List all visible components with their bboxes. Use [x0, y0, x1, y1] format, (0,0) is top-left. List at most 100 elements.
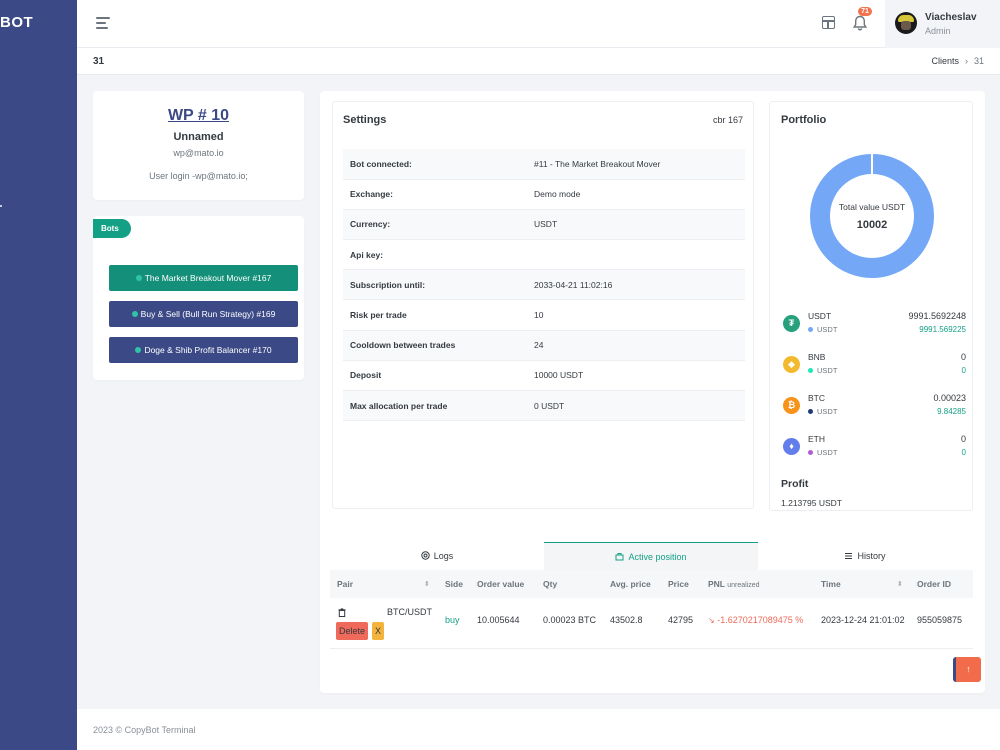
tab-logs[interactable]: Logs [330, 542, 544, 570]
status-dot-icon [131, 311, 138, 317]
close-position-button[interactable]: X [372, 622, 385, 640]
coin-row-eth: ♦ ETH USDT 0 0 [780, 434, 966, 470]
position-icon [615, 553, 624, 561]
positions-table-header: Pair ⬍ Side Order value Qty Avg. price P… [330, 570, 973, 598]
coin-symbol: ETH [808, 434, 825, 444]
bell-icon[interactable] [853, 15, 867, 31]
settings-row: Exchange: Demo mode [343, 179, 745, 210]
breadcrumb-current: 31 [973, 56, 984, 66]
col-order-value: Order value [477, 579, 525, 589]
profit-label: Profit [781, 478, 809, 490]
coin-symbol: BNB [808, 352, 826, 362]
wp-link[interactable]: WP # 10 [167, 107, 230, 124]
status-dot-icon [135, 347, 142, 353]
bots-card: Bots The Market Breakout Mover #167 Buy … [93, 216, 304, 380]
setting-key: Max allocation per trade [343, 390, 527, 422]
settings-cbr: cbr 167 [712, 115, 743, 125]
settings-row: Subscription until: 2033-04-21 11:02:16 [343, 269, 745, 301]
bitcoin-icon: ₿ [783, 397, 800, 414]
setting-key: Bot connected: [343, 149, 527, 180]
profile-name: Unnamed [173, 131, 224, 143]
col-pair[interactable]: Pair [337, 579, 354, 589]
settings-row: Deposit 10000 USDT [343, 360, 745, 392]
footer: 2023 © CopyBot Terminal [77, 709, 1000, 750]
sidebar-marker [0, 205, 2, 207]
setting-key: Deposit [343, 360, 527, 392]
settings-row: Max allocation per trade 0 USDT [343, 390, 745, 422]
col-qty: Qty [543, 579, 558, 589]
position-tabs: Logs Active position History [330, 542, 973, 570]
coin-row-usdt: ₮ USDT USDT 9991.5692248 9991.569225 [780, 311, 966, 347]
bot-button-170[interactable]: Doge & Shib Profit Balancer #170 [109, 337, 298, 363]
footer-copyright: 2023 © CopyBot Terminal [93, 725, 196, 735]
col-pnl-label: PNL [708, 579, 725, 589]
profile-email: wp@mato.io [173, 148, 224, 158]
breadcrumb-clients[interactable]: Clients [931, 56, 959, 66]
portfolio-panel: Portfolio Total value USDT 10002 ₮ USDT … [769, 101, 973, 511]
chevron-right-icon: › [964, 56, 968, 66]
settings-row: Risk per trade 10 [343, 299, 745, 331]
coin-quote-label: USDT [817, 407, 838, 416]
setting-key: Currency: [343, 209, 527, 241]
bot-label: The Market Breakout Mover #167 [144, 273, 272, 283]
brand-logo[interactable]: BOT [0, 14, 34, 31]
coin-symbol: USDT [808, 311, 832, 321]
dot-icon [808, 327, 813, 332]
portfolio-title: Portfolio [781, 114, 827, 126]
pnl-value: ↘ -1.6270217089475 % [708, 615, 803, 625]
pnl-percent: -1.6270217089475 % [717, 615, 804, 625]
setting-value: #11 - The Market Breakout Mover [527, 149, 745, 180]
setting-value: 0 USDT [527, 390, 745, 422]
coin-quote-label: USDT [817, 325, 838, 334]
price-value: 42795 [668, 615, 694, 625]
trash-icon[interactable] [338, 608, 346, 617]
sort-icon[interactable]: ⬍ [897, 581, 903, 588]
coin-usd-value: 0 [961, 448, 966, 457]
tab-label: Active position [628, 552, 687, 562]
coin-quote: USDT [808, 407, 837, 416]
bot-button-169[interactable]: Buy & Sell (Bull Run Strategy) #169 [109, 301, 298, 327]
settings-row: Api key: [343, 239, 745, 271]
setting-value: 10000 USDT [527, 360, 745, 392]
top-bar: 71 Viacheslav Admin [77, 0, 1000, 48]
tab-active-position[interactable]: Active position [544, 542, 758, 570]
col-avg-price: Avg. price [610, 579, 651, 589]
col-pnl: PNL unrealized [708, 579, 760, 589]
tab-history[interactable]: History [758, 542, 972, 570]
layout-icon[interactable] [822, 16, 835, 29]
menu-toggle-icon[interactable] [96, 17, 110, 29]
user-role: Admin [925, 26, 951, 36]
bot-button-167[interactable]: The Market Breakout Mover #167 [109, 265, 298, 291]
donut-ring [810, 154, 934, 278]
bot-label: Buy & Sell (Bull Run Strategy) #169 [140, 309, 276, 319]
tab-label: Logs [433, 551, 454, 561]
main-card: Settings cbr 167 Bot connected: #11 - The… [320, 91, 985, 693]
coin-symbol: BTC [808, 393, 825, 403]
logs-icon [421, 551, 430, 560]
coin-usd-value: 9.84285 [937, 407, 966, 416]
setting-value: 10 [527, 299, 745, 331]
sort-icon[interactable]: ⬍ [424, 581, 430, 588]
settings-table: Bot connected: #11 - The Market Breakout … [343, 149, 745, 422]
total-value-label: Total value USDT [838, 202, 906, 212]
table-row: Delete X BTC/USDT buy 10.005644 0.00023 … [330, 598, 973, 649]
setting-value: 2033-04-21 11:02:16 [527, 269, 745, 301]
setting-value: Demo mode [527, 179, 745, 210]
profile-card: WP # 10 Unnamed wp@mato.io User login -w… [93, 91, 304, 200]
delete-button[interactable]: Delete [336, 622, 369, 640]
bot-label: Doge & Shib Profit Balancer #170 [144, 345, 272, 355]
coin-usd-value: 9991.569225 [919, 325, 966, 334]
user-menu[interactable]: Viacheslav Admin [885, 0, 1000, 48]
user-name: Viacheslav [925, 12, 977, 23]
status-dot-icon [135, 275, 142, 281]
coin-amount: 0 [960, 352, 966, 362]
coin-quote: USDT [808, 325, 837, 334]
coin-quote-label: USDT [817, 366, 838, 375]
setting-value: USDT [527, 209, 745, 241]
scroll-top-button[interactable]: ↑ [953, 657, 981, 682]
settings-row: Cooldown between trades 24 [343, 330, 745, 361]
tab-label: History [857, 551, 886, 561]
setting-key: Exchange: [343, 179, 527, 210]
profile-login: User login -wp@mato.io; [149, 171, 248, 181]
time-value: 2023-12-24 21:01:02 [821, 615, 905, 625]
